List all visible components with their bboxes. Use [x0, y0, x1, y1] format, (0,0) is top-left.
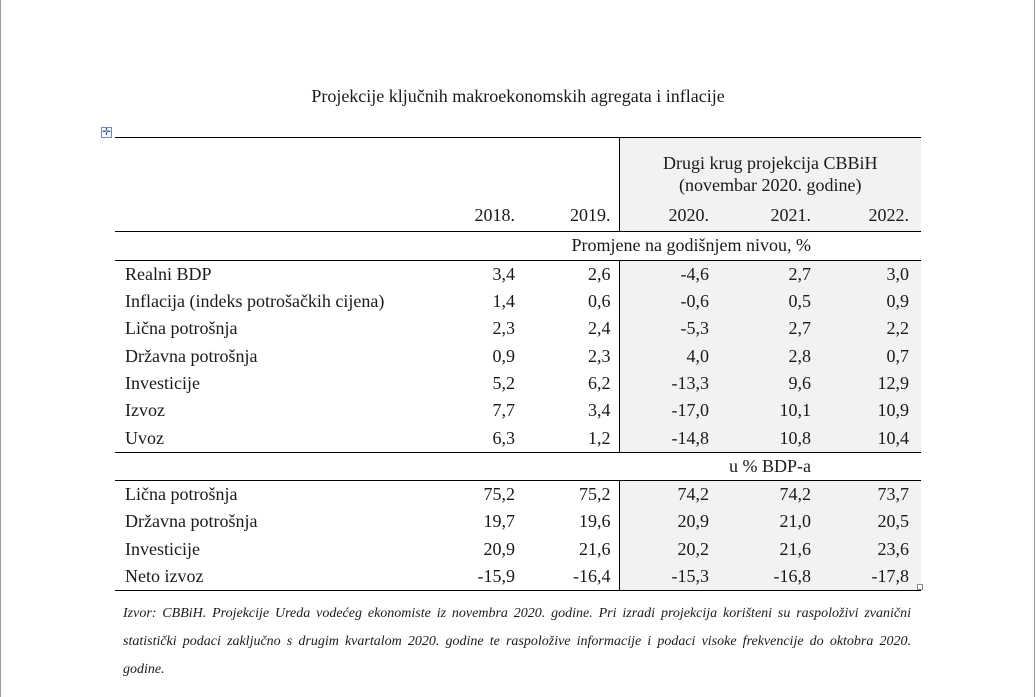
row-label: Državna potrošnja [125, 511, 258, 532]
row-label: Državna potrošnja [125, 345, 258, 366]
cell: 2,3 [492, 318, 516, 339]
row-label: Izvoz [125, 400, 165, 421]
row-label: Lična potrošnja [125, 484, 238, 505]
table-row: Državna potrošnja 0,9 2,3 4,0 2,8 0,7 [115, 342, 922, 370]
cell: 21,6 [579, 538, 611, 559]
cell: -4,6 [618, 260, 721, 288]
year-header: 2018. [425, 202, 525, 233]
table-row: Inflacija (indeks potrošačkih cijena) 1,… [115, 287, 922, 316]
year-header: 2019. [525, 202, 619, 233]
cell: -13,3 [618, 369, 721, 398]
cell: 19,7 [483, 511, 516, 532]
page-edge-right [1034, 0, 1035, 697]
cell: -15,9 [425, 562, 525, 592]
cell: 1,2 [525, 424, 619, 453]
cell: -14,8 [618, 424, 721, 453]
table-row: Investicije 20,9 21,6 20,2 21,6 23,6 [115, 535, 922, 563]
table-title: Projekcije ključnih makroekonomskih agre… [311, 86, 725, 106]
cell: 7,7 [492, 400, 516, 421]
cell: 10,4 [823, 424, 922, 453]
table-row: Uvoz 6,3 1,2 -14,8 10,8 10,4 [115, 424, 922, 453]
table-row: Neto izvoz -15,9 -16,4 -15,3 -16,8 -17,8 [115, 562, 922, 592]
table-row: Državna potrošnja 19,7 19,6 20,9 21,0 20… [115, 508, 922, 536]
cell: 20,9 [483, 538, 516, 559]
cell: 75,2 [483, 484, 516, 505]
cell: 12,9 [823, 369, 922, 398]
cell: 3,0 [823, 260, 922, 288]
cell: -16,4 [525, 562, 619, 592]
table-row: Lična potrošnja 2,3 2,4 -5,3 2,7 2,2 [115, 315, 922, 343]
cell: 0,9 [823, 287, 922, 316]
cell: -17,8 [823, 562, 922, 592]
row-label: Investicije [125, 372, 200, 393]
cell: 73,7 [823, 480, 922, 509]
table-row: Investicije 5,2 6,2 -13,3 9,6 12,9 [115, 369, 922, 398]
cell: 2,3 [588, 345, 611, 366]
cell: 75,2 [579, 484, 611, 505]
cell: 21,6 [721, 535, 823, 563]
cell: 74,2 [721, 480, 823, 509]
projection-header-line2: (novembar 2020. godine) [679, 175, 862, 195]
cell: 2,7 [721, 260, 823, 288]
cell: -5,3 [618, 315, 721, 343]
table-row: Izvoz 7,7 3,4 -17,0 10,1 10,9 [115, 397, 922, 425]
cell: 10,9 [823, 397, 922, 425]
macro-projections-table: Drugi krug projekcija CBBiH (novembar 20… [115, 137, 922, 592]
header-projection-row: Drugi krug projekcija CBBiH (novembar 20… [115, 137, 922, 202]
cell: 9,6 [721, 369, 823, 398]
cell: 2,7 [721, 315, 823, 343]
cell: 2,4 [588, 318, 611, 339]
section-unit-row: u % BDP-a [115, 452, 922, 481]
table-row: Lična potrošnja 75,2 75,2 74,2 74,2 73,7 [115, 480, 922, 509]
year-header: 2022. [823, 202, 922, 233]
section2-unit: u % BDP-a [115, 452, 922, 481]
cell: 74,2 [618, 480, 721, 509]
projection-header-line1: Drugi krug projekcija CBBiH [663, 153, 878, 173]
year-header: 2020. [618, 202, 721, 233]
cell: 3,4 [588, 400, 611, 421]
cell: 10,1 [721, 397, 823, 425]
year-header: 2021. [721, 202, 823, 233]
cell: 20,2 [618, 535, 721, 563]
row-label: Lična potrošnja [125, 318, 238, 339]
cell: 0,9 [492, 345, 516, 366]
cell: -16,8 [721, 562, 823, 592]
row-label: Realni BDP [125, 263, 212, 284]
table-row: Realni BDP 3,4 2,6 -4,6 2,7 3,0 [115, 260, 922, 288]
source-note: Izvor: CBBiH. Projekcije Ureda vodećeg e… [123, 606, 911, 677]
cell: 2,6 [588, 263, 611, 284]
row-label: Neto izvoz [115, 562, 425, 592]
row-label: Uvoz [115, 424, 425, 453]
cell: 23,6 [823, 535, 922, 563]
cell: 6,3 [425, 424, 525, 453]
cell: 0,7 [823, 342, 922, 370]
row-label: Investicije [125, 538, 200, 559]
table-move-handle-icon[interactable]: ✛ [101, 127, 112, 138]
cell: 10,8 [721, 424, 823, 453]
projection-header: Drugi krug projekcija CBBiH (novembar 20… [618, 137, 922, 202]
cell: 21,0 [721, 508, 823, 536]
cell: 6,2 [588, 372, 611, 393]
cell: 4,0 [618, 342, 721, 370]
cell: -15,3 [618, 562, 721, 592]
page-edge-left [0, 0, 1, 697]
section-unit-row: Promjene na godišnjem nivou, % [115, 231, 922, 261]
cell: -0,6 [618, 287, 721, 316]
cell: 20,5 [823, 508, 922, 536]
cell: 5,2 [492, 372, 516, 393]
cell: 0,5 [721, 287, 823, 316]
section1-unit: Promjene na godišnjem nivou, % [115, 231, 922, 261]
cell: 1,4 [492, 291, 516, 312]
cell: 2,8 [721, 342, 823, 370]
cell: 2,2 [823, 315, 922, 343]
header-years-row: 2018. 2019. 2020. 2021. 2022. [115, 202, 922, 233]
cell: 3,4 [492, 263, 516, 284]
row-label: Inflacija (indeks potrošačkih cijena) [125, 291, 385, 312]
cell: 20,9 [618, 508, 721, 536]
table-resize-handle[interactable] [917, 584, 923, 590]
cell: 19,6 [579, 511, 611, 532]
cell: -17,0 [618, 397, 721, 425]
cell: 0,6 [588, 291, 611, 312]
